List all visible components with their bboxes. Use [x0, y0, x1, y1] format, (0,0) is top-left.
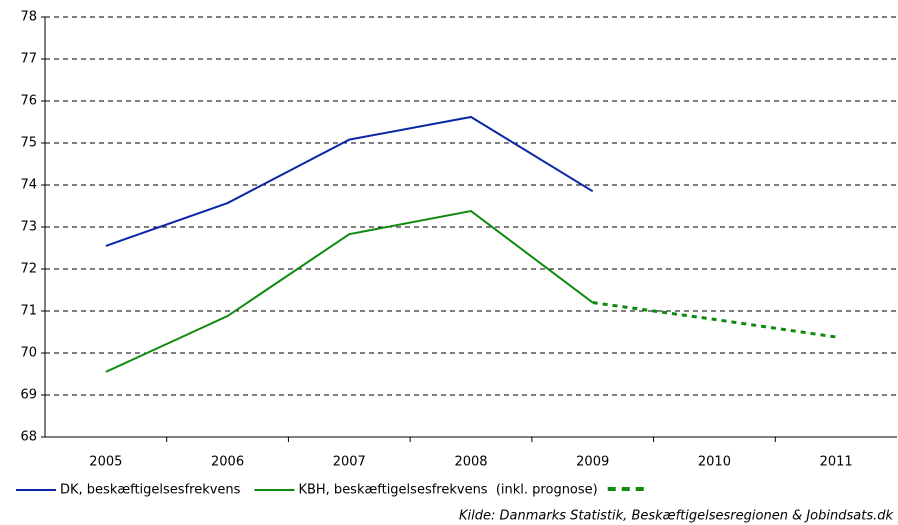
y-tick-label: 71 [20, 304, 37, 319]
y-tick-label: 75 [20, 136, 37, 151]
x-tick-label: 2007 [333, 455, 366, 470]
y-tick-label: 70 [20, 346, 37, 361]
x-tick-label: 2010 [698, 455, 731, 470]
y-tick-label: 76 [20, 94, 37, 109]
y-tick-label: 74 [20, 178, 37, 193]
y-tick-label: 73 [20, 220, 37, 235]
y-tick-label: 68 [20, 430, 37, 445]
y-tick-label: 77 [20, 52, 37, 67]
y-tick-label: 72 [20, 262, 37, 277]
source-note: Kilde: Danmarks Statistik, Beskæftigelse… [459, 509, 893, 524]
x-tick-label: 2006 [211, 455, 244, 470]
x-tick-label: 2005 [89, 455, 122, 470]
x-tick-label: 2009 [576, 455, 609, 470]
y-tick-label: 69 [20, 388, 37, 403]
x-tick-label: 2011 [820, 455, 853, 470]
legend-label: KBH, beskæftigelsesfrekvens (inkl. progn… [298, 483, 597, 498]
legend-label: DK, beskæftigelsesfrekvens [60, 483, 241, 498]
x-tick-label: 2008 [454, 455, 487, 470]
y-tick-label: 78 [20, 10, 37, 25]
series-line [105, 115, 594, 247]
series-line [105, 209, 594, 373]
series-line [592, 301, 837, 339]
